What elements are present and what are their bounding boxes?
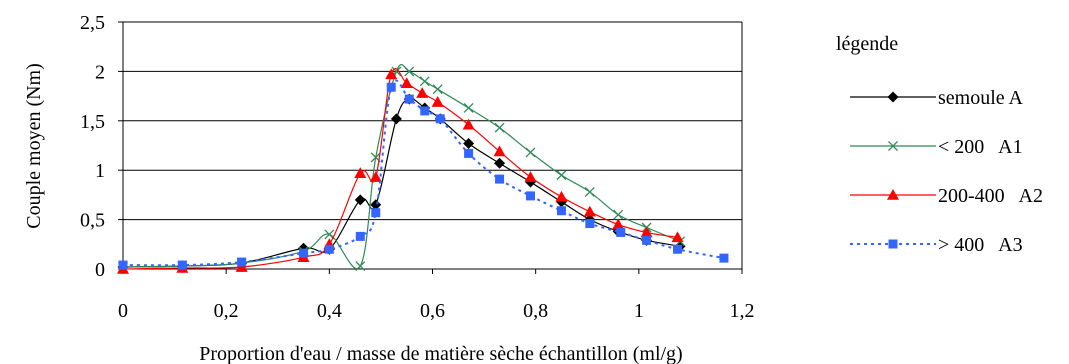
data-point bbox=[404, 94, 414, 104]
data-point bbox=[495, 174, 505, 184]
legend-marker bbox=[887, 91, 899, 103]
data-point bbox=[354, 167, 367, 178]
data-point bbox=[555, 190, 568, 202]
y-tick-label: 1 bbox=[95, 160, 105, 182]
data-point bbox=[416, 87, 429, 98]
data-point bbox=[463, 102, 474, 113]
data-point bbox=[462, 118, 475, 130]
data-point bbox=[719, 253, 729, 263]
data-point bbox=[369, 171, 382, 182]
data-point bbox=[237, 257, 247, 267]
legend-marker bbox=[888, 239, 898, 249]
data-point bbox=[612, 218, 625, 230]
series-line bbox=[122, 79, 725, 267]
x-tick-label: 0,2 bbox=[214, 300, 239, 322]
legend-entry: > 400 A3 bbox=[850, 234, 1023, 256]
data-point bbox=[494, 122, 505, 133]
y-tick-label: 1,5 bbox=[80, 111, 105, 133]
x-tick-label: 0,8 bbox=[523, 300, 548, 322]
legend-entry: semoule A bbox=[850, 87, 1024, 109]
legend-label: 200-400 A2 bbox=[938, 185, 1043, 207]
x-tick-label: 1,2 bbox=[730, 300, 755, 322]
data-point bbox=[390, 113, 402, 125]
data-point bbox=[585, 219, 595, 229]
data-point bbox=[385, 68, 398, 80]
legend-title: légende bbox=[836, 33, 898, 55]
data-point bbox=[526, 191, 536, 201]
y-axis-label: Couple moyen (Nm) bbox=[23, 63, 45, 229]
x-axis-label: Proportion d'eau / masse de matière sèch… bbox=[199, 343, 682, 364]
data-point bbox=[525, 147, 536, 158]
data-point bbox=[493, 145, 506, 157]
data-point bbox=[435, 114, 445, 124]
legend-label: semoule A bbox=[938, 87, 1024, 109]
x-tick-label: 0,6 bbox=[420, 300, 445, 322]
data-point bbox=[299, 248, 309, 258]
legend: légende semoule A < 200 A1 200-400 A2 > 400… bbox=[836, 33, 1043, 256]
data-point bbox=[386, 82, 396, 92]
data-point bbox=[494, 157, 506, 169]
data-point bbox=[354, 194, 366, 206]
y-tick-label: 2,5 bbox=[80, 12, 105, 34]
legend-entry: < 200 A1 bbox=[850, 136, 1023, 158]
data-point bbox=[642, 235, 652, 245]
data-point bbox=[324, 229, 335, 240]
data-point bbox=[524, 171, 537, 182]
data-point bbox=[355, 261, 366, 271]
series-group bbox=[117, 63, 729, 274]
legend-marker bbox=[887, 189, 899, 200]
data-point bbox=[556, 170, 567, 181]
data-point bbox=[400, 77, 413, 89]
legend-label: > 400 A3 bbox=[938, 234, 1023, 256]
y-tick-labels: 0 0,5 1 1,5 2 2,5 bbox=[80, 12, 105, 281]
data-point bbox=[584, 186, 595, 197]
legend-label: < 200 A1 bbox=[938, 136, 1023, 158]
data-point bbox=[355, 231, 365, 241]
data-point bbox=[431, 96, 444, 107]
x-tick-labels: 0 0,2 0,4 0,6 0,8 1 1,2 bbox=[118, 300, 755, 322]
data-point bbox=[671, 231, 684, 243]
x-tick-label: 0 bbox=[118, 300, 128, 322]
data-point bbox=[613, 209, 624, 220]
data-point bbox=[432, 84, 443, 95]
data-point bbox=[673, 244, 683, 254]
data-point bbox=[556, 206, 566, 216]
data-point bbox=[118, 260, 128, 270]
data-point bbox=[324, 244, 334, 254]
data-point bbox=[463, 138, 475, 150]
legend-entry: 200-400 A2 bbox=[850, 185, 1043, 207]
data-point bbox=[419, 76, 430, 87]
x-tick-label: 1 bbox=[634, 300, 644, 322]
data-point bbox=[583, 205, 596, 217]
data-point bbox=[640, 226, 653, 238]
data-point bbox=[404, 66, 415, 77]
data-point bbox=[616, 227, 626, 237]
legend-marker bbox=[888, 141, 898, 151]
x-tick-label: 0,4 bbox=[317, 300, 342, 322]
y-tick-label: 0,5 bbox=[80, 210, 105, 232]
data-point bbox=[371, 208, 381, 218]
data-point bbox=[420, 106, 430, 116]
y-tick-label: 0 bbox=[95, 259, 105, 281]
data-point bbox=[464, 148, 474, 158]
y-tick-label: 2 bbox=[95, 61, 105, 83]
data-point bbox=[177, 260, 187, 270]
series-4 bbox=[118, 79, 729, 270]
